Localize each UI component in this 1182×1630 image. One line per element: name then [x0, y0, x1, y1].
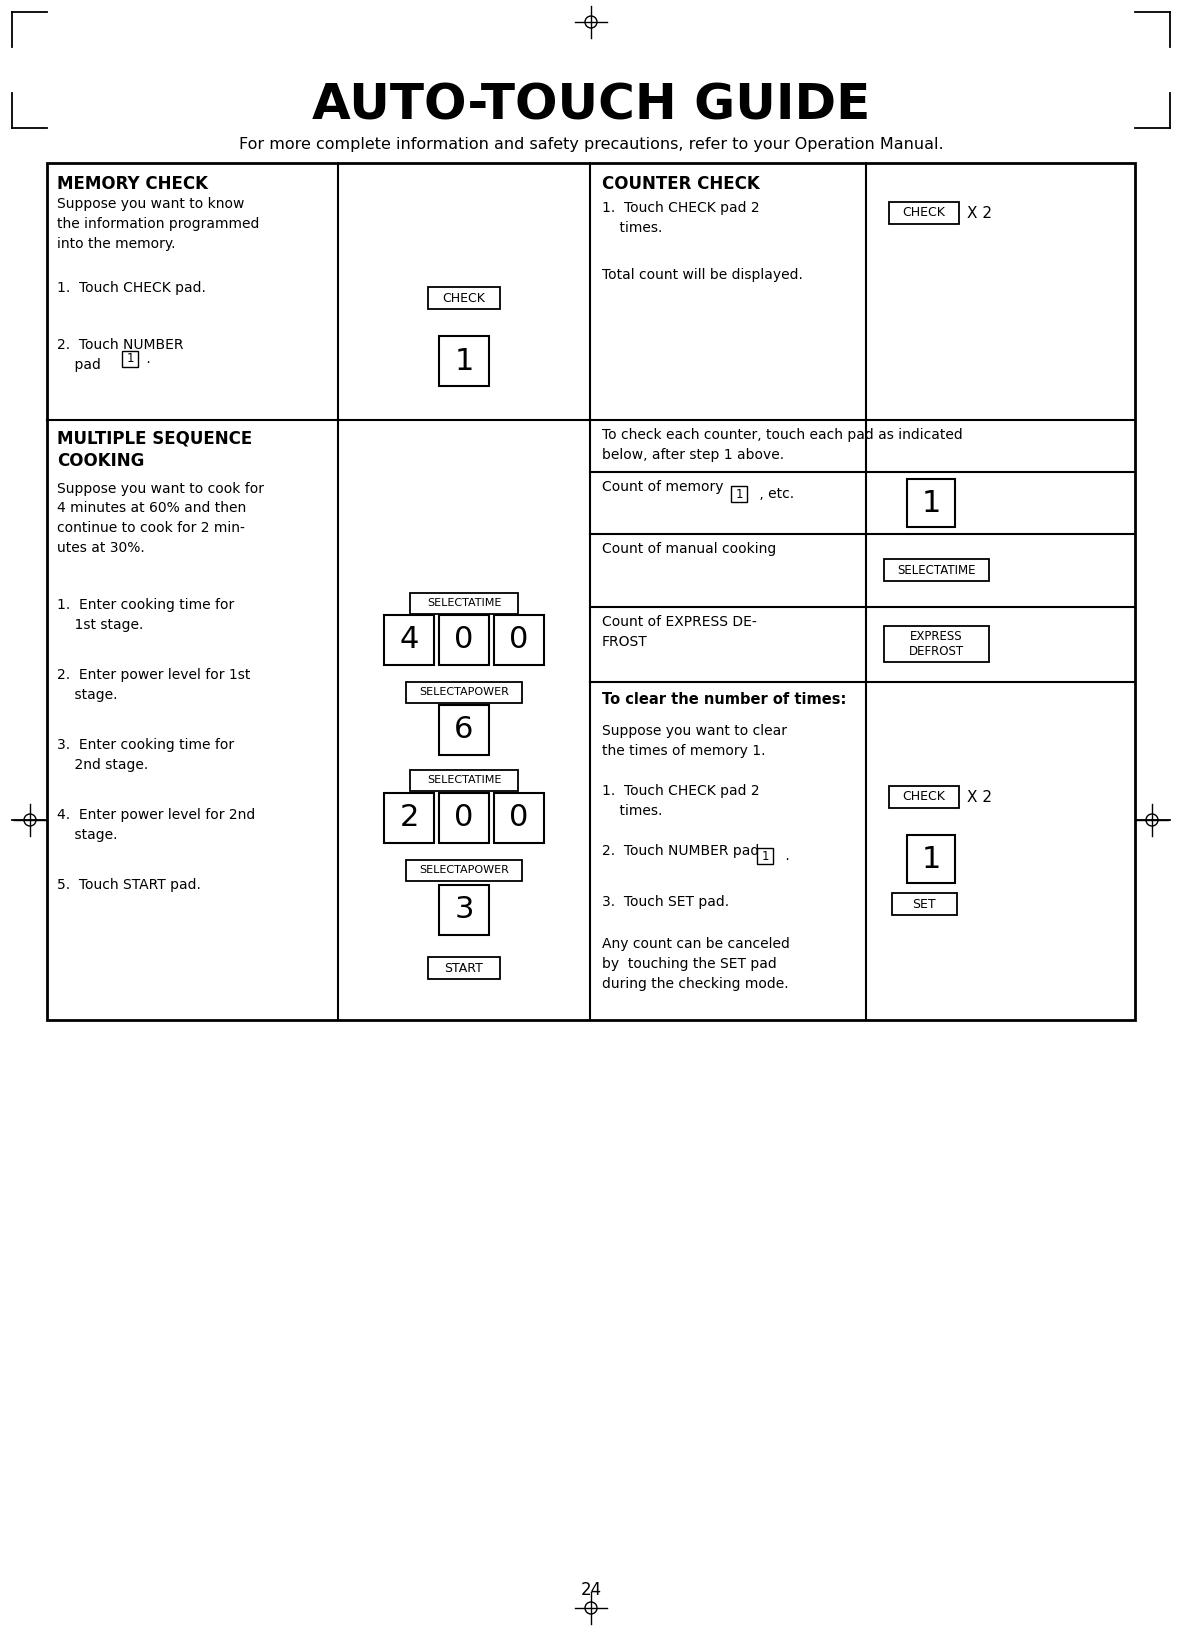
Text: 1: 1: [761, 849, 768, 862]
Text: Suppose you want to clear
the times of memory 1.: Suppose you want to clear the times of m…: [602, 724, 787, 758]
Text: 3: 3: [454, 895, 474, 924]
FancyBboxPatch shape: [410, 769, 518, 791]
Text: 1: 1: [921, 844, 941, 874]
Text: MULTIPLE SEQUENCE
COOKING: MULTIPLE SEQUENCE COOKING: [57, 430, 252, 469]
Text: 3.  Enter cooking time for
    2nd stage.: 3. Enter cooking time for 2nd stage.: [57, 738, 234, 773]
Text: .: .: [142, 352, 151, 367]
FancyBboxPatch shape: [410, 592, 518, 613]
Text: , etc.: , etc.: [755, 487, 794, 500]
FancyBboxPatch shape: [907, 479, 955, 526]
FancyBboxPatch shape: [439, 706, 489, 755]
FancyBboxPatch shape: [122, 350, 138, 367]
Text: 0: 0: [454, 626, 474, 655]
Text: To check each counter, touch each pad as indicated
below, after step 1 above.: To check each counter, touch each pad as…: [602, 429, 963, 461]
Text: 1: 1: [126, 352, 134, 365]
Text: Count of manual cooking: Count of manual cooking: [602, 543, 777, 556]
Text: COUNTER CHECK: COUNTER CHECK: [602, 174, 760, 192]
Text: SET: SET: [913, 898, 936, 911]
Text: 1: 1: [921, 489, 941, 517]
FancyBboxPatch shape: [889, 786, 959, 808]
FancyBboxPatch shape: [907, 835, 955, 883]
FancyBboxPatch shape: [428, 957, 500, 980]
FancyBboxPatch shape: [730, 486, 747, 502]
Text: AUTO-TOUCH GUIDE: AUTO-TOUCH GUIDE: [312, 82, 870, 129]
FancyBboxPatch shape: [439, 885, 489, 936]
FancyBboxPatch shape: [883, 626, 988, 662]
Text: START: START: [444, 962, 483, 975]
FancyBboxPatch shape: [439, 336, 489, 386]
Text: 1: 1: [454, 347, 474, 375]
Text: Suppose you want to cook for
4 minutes at 60% and then
continue to cook for 2 mi: Suppose you want to cook for 4 minutes a…: [57, 482, 264, 554]
Text: 0: 0: [509, 804, 528, 833]
FancyBboxPatch shape: [405, 859, 522, 880]
Text: 1.  Touch CHECK pad 2
    times.: 1. Touch CHECK pad 2 times.: [602, 784, 760, 818]
Text: MEMORY CHECK: MEMORY CHECK: [57, 174, 208, 192]
FancyBboxPatch shape: [494, 615, 544, 665]
Text: 2.  Touch NUMBER pad: 2. Touch NUMBER pad: [602, 844, 759, 857]
FancyBboxPatch shape: [889, 202, 959, 223]
Text: EXPRESS
DEFROST: EXPRESS DEFROST: [909, 631, 963, 659]
Text: 24: 24: [580, 1581, 602, 1599]
Text: 1: 1: [735, 487, 742, 500]
Text: SELECTATIME: SELECTATIME: [897, 564, 975, 577]
Text: X 2: X 2: [967, 205, 992, 220]
Text: 6: 6: [454, 716, 474, 745]
Text: CHECK: CHECK: [903, 791, 946, 804]
Text: Count of EXPRESS DE-
FROST: Count of EXPRESS DE- FROST: [602, 615, 756, 649]
Text: 0: 0: [509, 626, 528, 655]
Text: To clear the number of times:: To clear the number of times:: [602, 693, 846, 707]
Text: 5.  Touch START pad.: 5. Touch START pad.: [57, 879, 201, 892]
Text: 2.  Touch NUMBER
    pad: 2. Touch NUMBER pad: [57, 337, 183, 372]
FancyBboxPatch shape: [384, 615, 434, 665]
Text: 1.  Touch CHECK pad.: 1. Touch CHECK pad.: [57, 280, 206, 295]
Text: 4.  Enter power level for 2nd
    stage.: 4. Enter power level for 2nd stage.: [57, 808, 255, 843]
Text: Count of memory: Count of memory: [602, 479, 723, 494]
Text: SELECTAPOWER: SELECTAPOWER: [420, 686, 509, 698]
Text: CHECK: CHECK: [442, 292, 486, 305]
Text: 2: 2: [400, 804, 418, 833]
Text: X 2: X 2: [967, 789, 992, 805]
FancyBboxPatch shape: [756, 848, 773, 864]
FancyBboxPatch shape: [428, 287, 500, 310]
Text: CHECK: CHECK: [903, 207, 946, 220]
Text: .: .: [781, 849, 790, 862]
Text: Any count can be canceled
by  touching the SET pad
during the checking mode.: Any count can be canceled by touching th…: [602, 937, 790, 991]
FancyBboxPatch shape: [439, 794, 489, 843]
Text: Total count will be displayed.: Total count will be displayed.: [602, 267, 803, 282]
Text: SELECTAPOWER: SELECTAPOWER: [420, 866, 509, 875]
FancyBboxPatch shape: [494, 794, 544, 843]
FancyBboxPatch shape: [883, 559, 988, 580]
FancyBboxPatch shape: [405, 681, 522, 703]
FancyBboxPatch shape: [384, 794, 434, 843]
Text: 3.  Touch SET pad.: 3. Touch SET pad.: [602, 895, 729, 910]
Text: For more complete information and safety precautions, refer to your Operation Ma: For more complete information and safety…: [239, 137, 943, 153]
FancyBboxPatch shape: [891, 893, 956, 914]
Text: 4: 4: [400, 626, 418, 655]
Text: 0: 0: [454, 804, 474, 833]
Text: 2.  Enter power level for 1st
    stage.: 2. Enter power level for 1st stage.: [57, 668, 251, 703]
FancyBboxPatch shape: [439, 615, 489, 665]
Text: SELECTATIME: SELECTATIME: [427, 598, 501, 608]
Text: 1.  Enter cooking time for
    1st stage.: 1. Enter cooking time for 1st stage.: [57, 598, 234, 632]
Text: 1.  Touch CHECK pad 2
    times.: 1. Touch CHECK pad 2 times.: [602, 200, 760, 235]
Text: SELECTATIME: SELECTATIME: [427, 774, 501, 786]
Text: Suppose you want to know
the information programmed
into the memory.: Suppose you want to know the information…: [57, 197, 259, 251]
